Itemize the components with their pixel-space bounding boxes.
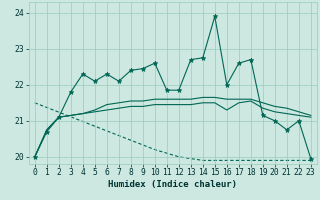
- X-axis label: Humidex (Indice chaleur): Humidex (Indice chaleur): [108, 180, 237, 189]
